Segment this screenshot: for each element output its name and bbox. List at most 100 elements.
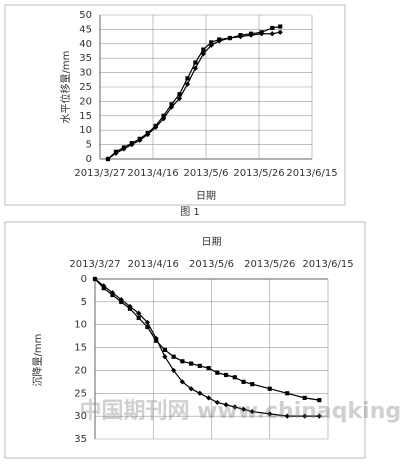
series-line bbox=[107, 31, 281, 160]
point bbox=[129, 141, 134, 146]
y-tick-label: 0 bbox=[86, 154, 92, 165]
point bbox=[193, 60, 198, 65]
point bbox=[110, 292, 115, 298]
point bbox=[171, 367, 177, 374]
point bbox=[248, 31, 254, 36]
point bbox=[188, 386, 194, 392]
series-line bbox=[107, 25, 281, 160]
point bbox=[317, 398, 322, 403]
point bbox=[137, 136, 142, 141]
y-tick-label: 25 bbox=[74, 388, 87, 399]
point bbox=[162, 354, 168, 360]
point bbox=[162, 347, 167, 352]
x-tick-label: 2013/4/16 bbox=[127, 168, 178, 179]
x-tick-label: 2013/5/6 bbox=[189, 259, 234, 270]
point bbox=[144, 319, 151, 326]
point bbox=[180, 359, 185, 364]
point bbox=[153, 335, 159, 342]
x-tick-label: 2013/3/27 bbox=[69, 259, 120, 270]
point bbox=[227, 35, 232, 41]
y-tick-label: 45 bbox=[79, 24, 92, 35]
chart-frame bbox=[4, 221, 366, 459]
y-tick-label: 10 bbox=[74, 320, 87, 331]
point bbox=[240, 406, 247, 412]
y-tick-label: 10 bbox=[79, 125, 92, 136]
point bbox=[105, 156, 111, 162]
y-tick-label: 50 bbox=[79, 10, 92, 21]
point bbox=[267, 411, 273, 417]
point bbox=[136, 310, 142, 316]
y-tick-label: 5 bbox=[81, 297, 87, 308]
point bbox=[145, 324, 150, 330]
point bbox=[113, 149, 118, 154]
point bbox=[217, 37, 222, 42]
point bbox=[277, 29, 283, 35]
point bbox=[278, 24, 283, 29]
point bbox=[92, 276, 98, 282]
y-tick-label: 25 bbox=[79, 82, 92, 93]
point bbox=[232, 375, 237, 380]
point bbox=[145, 131, 150, 136]
point bbox=[185, 76, 190, 81]
point bbox=[250, 382, 255, 387]
point bbox=[121, 145, 126, 150]
point bbox=[136, 315, 141, 320]
x-tick-label: 2013/5/6 bbox=[184, 168, 229, 179]
point bbox=[179, 379, 185, 385]
point bbox=[302, 413, 308, 419]
point bbox=[171, 354, 176, 359]
point bbox=[238, 33, 243, 38]
x-axis-title: 日期 bbox=[202, 236, 222, 248]
y-tick-label: 0 bbox=[81, 274, 87, 285]
point bbox=[259, 30, 264, 35]
point bbox=[154, 338, 159, 343]
point bbox=[223, 402, 229, 408]
point bbox=[316, 413, 322, 419]
point bbox=[284, 413, 290, 419]
y-tick-label: 30 bbox=[74, 411, 87, 422]
point bbox=[215, 370, 220, 375]
point bbox=[101, 283, 107, 289]
x-axis-title: 日期 bbox=[196, 190, 216, 202]
point bbox=[209, 40, 214, 45]
point bbox=[119, 299, 124, 304]
point bbox=[270, 25, 275, 31]
y-tick-label: 35 bbox=[79, 53, 92, 64]
y-tick-label: 20 bbox=[74, 365, 87, 376]
x-tick-label: 2013/5/26 bbox=[244, 259, 295, 270]
point bbox=[285, 391, 290, 396]
point bbox=[269, 31, 275, 37]
y-tick-label: 40 bbox=[79, 39, 92, 50]
point bbox=[161, 113, 166, 118]
chart-frame bbox=[4, 4, 346, 206]
point bbox=[153, 123, 158, 128]
x-tick-label: 2013/3/27 bbox=[74, 168, 125, 179]
y-tick-label: 5 bbox=[86, 140, 92, 151]
point bbox=[189, 361, 194, 366]
y-tick-label: 35 bbox=[74, 434, 87, 445]
point bbox=[205, 395, 212, 401]
point bbox=[302, 395, 307, 400]
point bbox=[214, 399, 220, 406]
point bbox=[241, 379, 246, 384]
point bbox=[267, 386, 272, 391]
point bbox=[201, 47, 206, 52]
x-tick-label: 2013/6/15 bbox=[286, 168, 337, 179]
point bbox=[197, 363, 202, 368]
y-axis-title: 水平位移量/mm bbox=[59, 51, 72, 124]
y-tick-label: 30 bbox=[79, 68, 92, 79]
y-axis-title: 沉降量/mm bbox=[31, 334, 44, 387]
point bbox=[127, 303, 133, 310]
x-tick-label: 2013/6/15 bbox=[302, 259, 353, 270]
point bbox=[101, 286, 106, 291]
point bbox=[232, 404, 238, 410]
caption: 图 1 bbox=[180, 206, 200, 218]
point bbox=[169, 102, 174, 107]
y-tick-label: 20 bbox=[79, 96, 92, 107]
point bbox=[184, 81, 191, 87]
point bbox=[192, 65, 198, 71]
x-tick-label: 2013/5/26 bbox=[233, 168, 284, 179]
y-tick-label: 15 bbox=[74, 343, 87, 354]
